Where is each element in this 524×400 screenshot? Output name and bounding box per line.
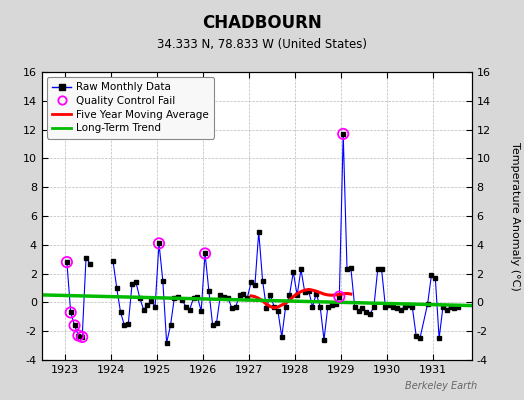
Five Year Moving Average (340, 291, 346, 296)
Five Year Moving Average (259, 298, 266, 303)
Raw Monthly Data (290, 270, 297, 274)
Five Year Moving Average (329, 293, 335, 298)
Raw Monthly Data (455, 304, 462, 309)
Five Year Moving Average (282, 301, 289, 306)
Raw Monthly Data (114, 286, 120, 290)
Five Year Moving Average (348, 292, 354, 296)
Five Year Moving Average (305, 287, 312, 292)
Quality Control Fail (201, 250, 209, 257)
Five Year Moving Average (321, 292, 327, 296)
Quality Control Fail (67, 309, 75, 316)
Quality Control Fail (339, 131, 347, 137)
Five Year Moving Average (325, 292, 331, 297)
Line: Raw Monthly Data: Raw Monthly Data (65, 132, 460, 344)
Five Year Moving Average (271, 306, 277, 310)
Five Year Moving Average (344, 291, 350, 296)
Five Year Moving Average (294, 291, 300, 296)
Five Year Moving Average (275, 305, 281, 310)
Five Year Moving Average (302, 288, 308, 292)
Five Year Moving Average (263, 302, 269, 306)
Quality Control Fail (74, 332, 83, 339)
Five Year Moving Average (248, 294, 254, 298)
Text: Berkeley Earth: Berkeley Earth (405, 381, 477, 391)
Five Year Moving Average (309, 288, 315, 292)
Five Year Moving Average (256, 296, 262, 301)
Quality Control Fail (70, 322, 79, 329)
Line: Five Year Moving Average: Five Year Moving Average (251, 290, 351, 308)
Five Year Moving Average (290, 294, 297, 299)
Raw Monthly Data (259, 278, 266, 283)
Quality Control Fail (335, 294, 344, 300)
Five Year Moving Average (313, 289, 320, 294)
Five Year Moving Average (332, 292, 339, 297)
Raw Monthly Data (367, 312, 373, 316)
Five Year Moving Average (336, 292, 343, 297)
Five Year Moving Average (279, 302, 285, 307)
Raw Monthly Data (64, 260, 70, 264)
Raw Monthly Data (317, 304, 323, 309)
Quality Control Fail (155, 240, 163, 246)
Five Year Moving Average (286, 298, 292, 303)
Y-axis label: Temperature Anomaly (°C): Temperature Anomaly (°C) (510, 142, 520, 290)
Five Year Moving Average (317, 290, 323, 295)
Five Year Moving Average (298, 289, 304, 294)
Raw Monthly Data (87, 261, 93, 266)
Quality Control Fail (78, 334, 86, 340)
Legend: Raw Monthly Data, Quality Control Fail, Five Year Moving Average, Long-Term Tren: Raw Monthly Data, Quality Control Fail, … (47, 77, 214, 138)
Quality Control Fail (63, 259, 71, 265)
Five Year Moving Average (267, 304, 274, 309)
Text: CHADBOURN: CHADBOURN (202, 14, 322, 32)
Five Year Moving Average (252, 294, 258, 299)
Text: 34.333 N, 78.833 W (United States): 34.333 N, 78.833 W (United States) (157, 38, 367, 51)
